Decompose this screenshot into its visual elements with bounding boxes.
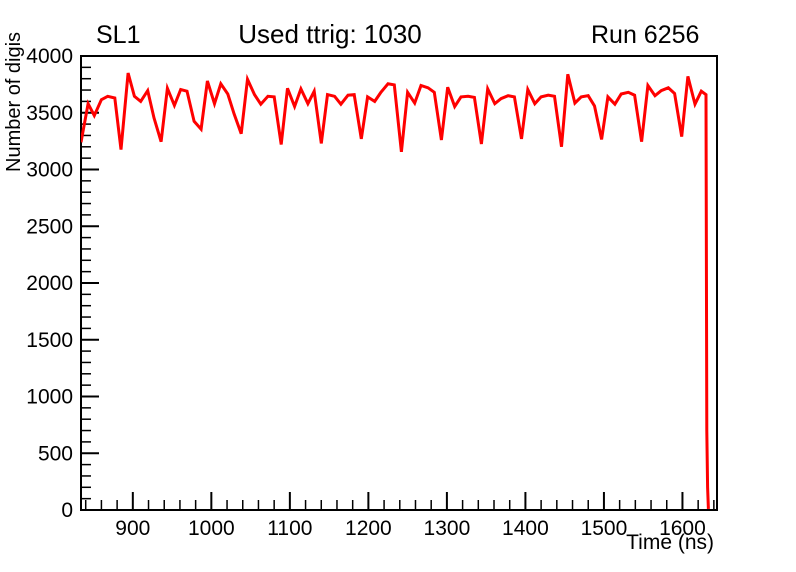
y-tick-label: 2500 <box>26 215 73 238</box>
x-tick-label: 1400 <box>502 517 549 540</box>
x-tick-label: 1600 <box>659 517 706 540</box>
data-series-line <box>81 72 710 509</box>
x-tick-label: 1200 <box>345 517 392 540</box>
x-tick-label: 1300 <box>424 517 471 540</box>
x-tick-label: 900 <box>115 517 150 540</box>
run-number-label: Run 6256 <box>591 21 700 49</box>
x-axis-title: Time (ns) <box>626 531 714 554</box>
y-tick-label: 4000 <box>26 45 73 68</box>
y-tick-label: 500 <box>38 442 73 465</box>
x-tick-label: 1100 <box>267 517 312 540</box>
x-tick-label: 1500 <box>581 517 628 540</box>
y-tick-label: 1000 <box>26 386 73 409</box>
y-tick-label: 3000 <box>26 159 73 182</box>
plot-frame <box>80 55 718 511</box>
superlayer-label: SL1 <box>96 21 141 49</box>
plot-title: Used ttrig: 1030 <box>238 19 422 49</box>
y-tick-label: 2000 <box>26 272 73 295</box>
x-tick-label: 1000 <box>188 517 235 540</box>
y-tick-label: 0 <box>61 499 73 522</box>
y-tick-label: 1500 <box>26 329 73 352</box>
y-tick-label: 3500 <box>26 102 73 125</box>
